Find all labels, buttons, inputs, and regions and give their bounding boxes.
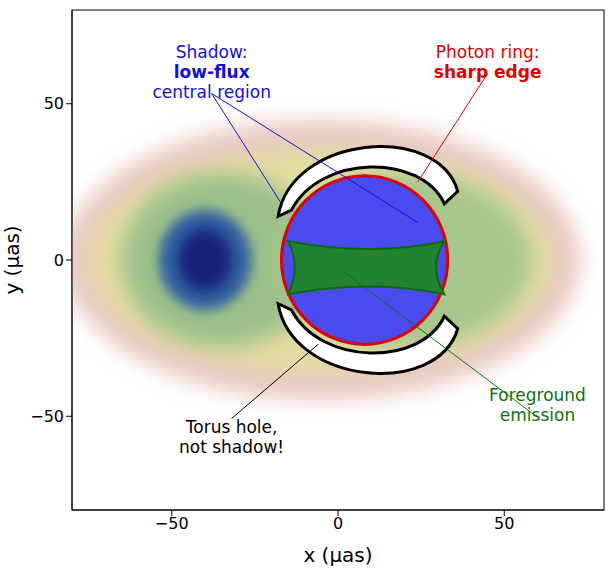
svg-text:50: 50 [494, 514, 514, 533]
svg-text:Photon ring:: Photon ring: [436, 42, 540, 62]
svg-text:y (μas): y (μas) [0, 225, 24, 294]
svg-text:−50: −50 [155, 514, 189, 533]
svg-text:50: 50 [44, 94, 64, 113]
svg-text:low-flux: low-flux [174, 62, 250, 82]
svg-text:Foreground: Foreground [489, 385, 586, 405]
svg-text:Shadow:: Shadow: [176, 42, 248, 62]
svg-text:central region: central region [152, 82, 271, 102]
svg-text:0: 0 [54, 251, 64, 270]
svg-text:x (μas): x (μas) [303, 543, 372, 567]
svg-text:−50: −50 [30, 407, 64, 426]
svg-text:sharp edge: sharp edge [434, 62, 542, 82]
svg-text:0: 0 [333, 514, 343, 533]
svg-text:not shadow!: not shadow! [179, 437, 284, 457]
svg-text:Torus hole,: Torus hole, [185, 417, 278, 437]
svg-text:emission: emission [500, 405, 575, 425]
